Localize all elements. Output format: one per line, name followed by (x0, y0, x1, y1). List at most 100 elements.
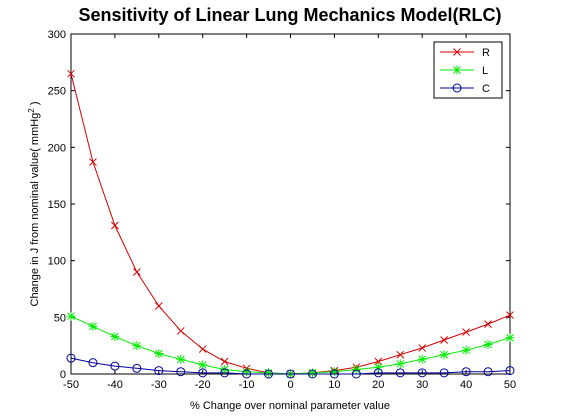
marker-stroke (453, 48, 461, 56)
chart-title: Sensitivity of Linear Lung Mechanics Mod… (78, 5, 501, 25)
data-point-c (439, 368, 449, 378)
data-point-c (132, 363, 142, 373)
marker-circle (242, 369, 252, 379)
marker-circle (417, 368, 427, 378)
y-tick-label: 0 (60, 369, 66, 381)
marker-stroke (198, 345, 207, 353)
data-point-c (483, 367, 493, 377)
legend-marker-r (453, 48, 461, 56)
marker-circle (461, 367, 471, 377)
data-point-r (396, 350, 405, 359)
data-point-r (440, 336, 449, 344)
data-point-c (307, 369, 317, 379)
legend-label-c: C (482, 83, 490, 95)
data-point-l (176, 354, 186, 364)
marker-stroke (220, 357, 229, 366)
marker-circle (220, 368, 230, 378)
data-point-r (506, 311, 514, 319)
x-tick-label: -40 (107, 379, 123, 391)
data-point-r (176, 327, 185, 335)
marker-circle (307, 369, 317, 379)
x-tick-label: -50 (63, 379, 79, 391)
marker-circle (264, 369, 274, 379)
marker-circle (329, 369, 339, 379)
marker-circle (66, 353, 76, 363)
data-point-l (461, 345, 471, 355)
legend-label-r: R (482, 47, 490, 59)
data-point-l (110, 332, 120, 342)
x-tick-label: 40 (460, 379, 472, 391)
x-tick-label: -20 (195, 379, 211, 391)
y-tick-label: 150 (48, 199, 66, 211)
marker-circle (132, 363, 142, 373)
marker-circle (452, 83, 462, 93)
data-point-c (154, 366, 164, 376)
marker-circle (286, 369, 295, 379)
data-point-r (220, 357, 229, 366)
marker-circle (176, 367, 186, 377)
data-point-c (66, 353, 76, 363)
marker-circle (154, 366, 164, 376)
data-point-c (417, 368, 427, 378)
marker-circle (395, 368, 405, 378)
marker-stroke (462, 328, 470, 336)
marker-circle (483, 367, 493, 377)
data-point-l (220, 364, 230, 374)
x-tick-label: -30 (151, 379, 167, 391)
data-point-c (286, 369, 295, 379)
data-point-c (88, 358, 98, 368)
legend-marker-l (452, 65, 462, 75)
data-point-r (484, 320, 492, 328)
data-point-l (483, 340, 493, 350)
data-point-c (373, 368, 383, 378)
marker-circle (439, 368, 449, 378)
data-point-c (176, 367, 186, 377)
data-point-c (395, 368, 405, 378)
data-point-c (351, 369, 361, 379)
y-tick-label: 100 (48, 256, 66, 268)
x-tick-label: 50 (504, 379, 516, 391)
data-point-l (66, 311, 76, 321)
marker-stroke (396, 350, 405, 359)
marker-circle (351, 369, 361, 379)
data-point-r (132, 268, 141, 276)
data-point-c (110, 361, 120, 371)
data-point-l (132, 341, 142, 351)
series-c (66, 353, 515, 379)
legend-entry-r: R (440, 47, 490, 59)
data-point-c (461, 367, 471, 377)
legend-marker-c (452, 83, 462, 93)
legend-entry-c: C (440, 83, 490, 95)
marker-circle (505, 366, 515, 376)
series-line-c (70, 357, 511, 375)
y-axis-label-main: Change in J from nominal value( mmHg (29, 113, 41, 307)
marker-stroke (111, 221, 119, 230)
data-point-c (198, 368, 208, 378)
x-axis-label: % Change over nominal parameter value (190, 400, 390, 412)
data-point-c (264, 369, 274, 379)
x-tick-label: 0 (287, 379, 293, 391)
plot-area: -50 -40 -30 -20 -10 0 10 20 30 40 50 0 50 100 150 200 25… (48, 29, 516, 391)
marker-stroke (484, 320, 492, 328)
data-point-r (154, 302, 163, 310)
y-tick-label: 250 (48, 86, 66, 98)
data-point-r (418, 344, 427, 352)
data-point-l (351, 364, 361, 374)
data-point-c (329, 369, 339, 379)
marker-stroke (132, 268, 141, 276)
data-point-c (505, 366, 515, 376)
marker-stroke (440, 336, 449, 344)
marker-circle (198, 368, 208, 378)
legend-label-l: L (482, 65, 488, 77)
data-point-l (154, 349, 164, 359)
data-point-r (111, 221, 119, 230)
marker-circle (88, 358, 98, 368)
data-point-c (242, 369, 252, 379)
data-point-l (505, 333, 515, 343)
marker-stroke (154, 302, 163, 310)
x-tick-label: 20 (372, 379, 384, 391)
marker-stroke (176, 327, 185, 335)
marker-stroke (506, 311, 514, 319)
data-point-r (374, 357, 383, 366)
marker-stroke (374, 357, 383, 366)
